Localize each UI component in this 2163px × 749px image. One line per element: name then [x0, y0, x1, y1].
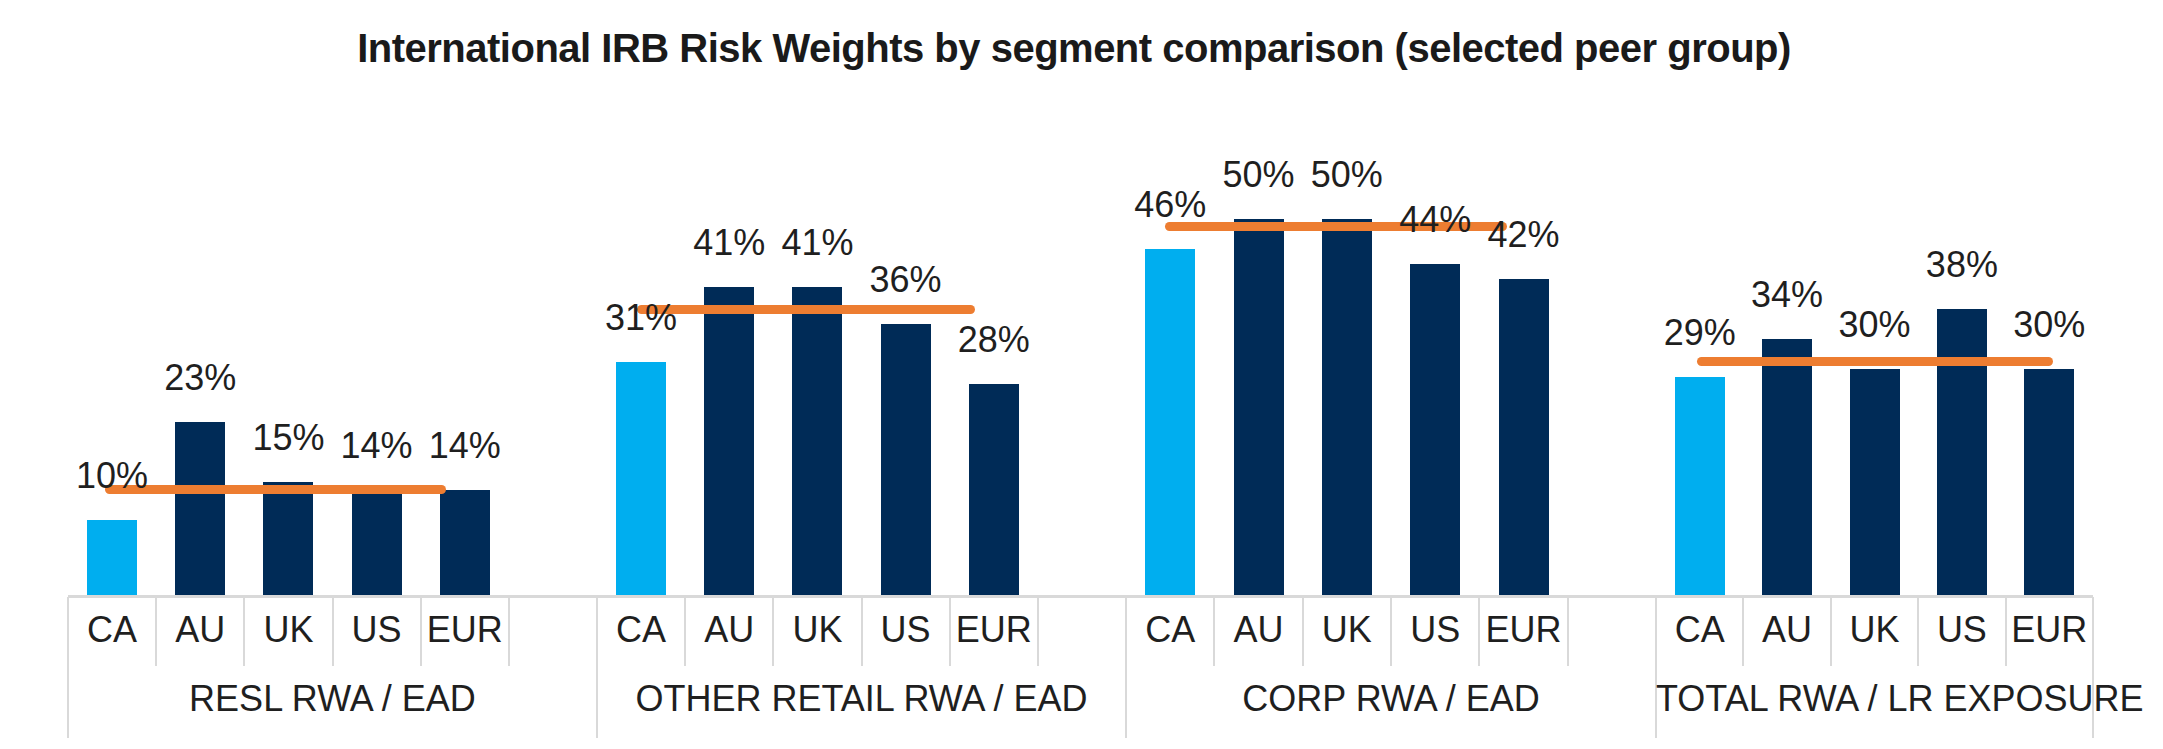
bar-eur [1499, 279, 1549, 595]
bar-au [1234, 219, 1284, 595]
bar-us [1410, 264, 1460, 595]
axis-baseline [68, 595, 2093, 598]
chart-title: International IRB Risk Weights by segmen… [357, 26, 1791, 71]
group-label: OTHER RETAIL RWA / EAD [597, 671, 1126, 727]
bar-us [1937, 309, 1987, 595]
category-label-eur: EUR [395, 602, 535, 658]
group-label: RESL RWA / EAD [68, 671, 597, 727]
value-label: 36% [836, 260, 976, 300]
value-label: 31% [571, 298, 711, 338]
bar-ca [616, 362, 666, 595]
bar-au [1762, 339, 1812, 595]
bar-ca [1145, 249, 1195, 595]
bar-uk [1322, 219, 1372, 595]
bar-au [704, 287, 754, 595]
value-label: 10% [42, 456, 182, 496]
value-label: 29% [1630, 313, 1770, 353]
bar-uk [263, 482, 313, 595]
value-label: 41% [747, 223, 887, 263]
category-label-eur: EUR [1454, 602, 1594, 658]
value-label: 30% [1805, 305, 1945, 345]
value-label: 23% [130, 358, 270, 398]
value-label: 30% [1979, 305, 2119, 345]
axis-group-separator [2092, 597, 2094, 738]
value-label: 28% [924, 320, 1064, 360]
risk-weights-chart: International IRB Risk Weights by segmen… [0, 0, 2163, 749]
bar-us [881, 324, 931, 595]
value-label: 42% [1454, 215, 1594, 255]
group-label: TOTAL RWA / LR EXPOSURE [1656, 671, 2093, 727]
group-label: CORP RWA / EAD [1126, 671, 1656, 727]
bar-uk [1850, 369, 1900, 595]
bar-eur [440, 490, 490, 595]
bar-us [352, 490, 402, 595]
category-label-eur: EUR [924, 602, 1064, 658]
value-label: 14% [395, 426, 535, 466]
bar-eur [969, 384, 1019, 595]
benchmark-line [1697, 357, 2053, 366]
category-label-eur: EUR [1979, 602, 2119, 658]
value-label: 38% [1892, 245, 2032, 285]
bar-uk [792, 287, 842, 595]
bar-eur [2024, 369, 2074, 595]
bar-ca [1675, 377, 1725, 595]
value-label: 50% [1277, 155, 1417, 195]
bar-ca [87, 520, 137, 595]
